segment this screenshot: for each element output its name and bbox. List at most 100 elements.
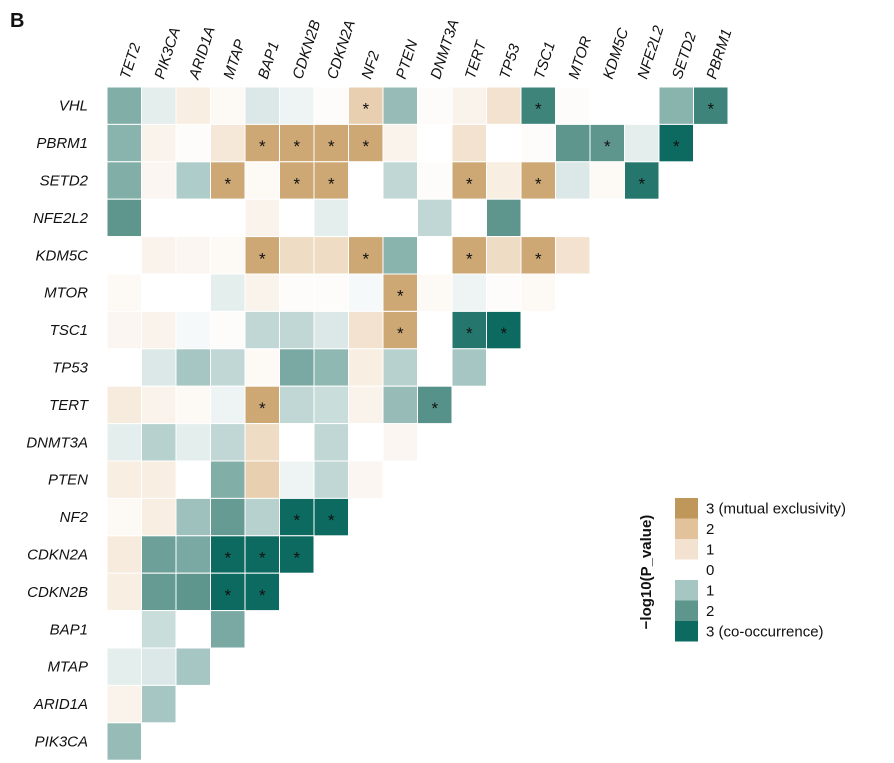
heatmap-cell bbox=[417, 348, 453, 387]
heatmap-cell bbox=[520, 198, 556, 238]
heatmap-cell bbox=[313, 310, 349, 350]
heatmap-cell bbox=[313, 497, 349, 537]
row-label: NF2 bbox=[60, 509, 89, 526]
column-label: CDKN2A bbox=[324, 18, 359, 81]
heatmap-cell bbox=[141, 385, 177, 425]
heatmap-cell bbox=[279, 236, 315, 275]
heatmap-cell bbox=[106, 123, 142, 163]
heatmap-cell bbox=[244, 86, 280, 125]
heatmap-cell bbox=[279, 385, 315, 425]
significance-marker: * bbox=[466, 324, 473, 343]
heatmap-cell bbox=[210, 610, 246, 649]
heatmap-cell bbox=[417, 86, 453, 125]
heatmap-cell bbox=[417, 198, 453, 238]
heatmap-cell bbox=[313, 273, 349, 312]
legend-swatch bbox=[675, 621, 698, 642]
heatmap-cell bbox=[210, 348, 246, 387]
heatmap-cell bbox=[451, 123, 487, 163]
heatmap-cell bbox=[106, 610, 142, 649]
significance-marker: * bbox=[259, 586, 266, 605]
column-label: PIK3CA bbox=[151, 25, 184, 81]
heatmap-cell bbox=[210, 123, 246, 163]
significance-marker: * bbox=[328, 137, 335, 156]
heatmap-cell bbox=[382, 86, 418, 125]
heatmap-cell bbox=[382, 348, 418, 387]
significance-marker: * bbox=[224, 586, 231, 605]
heatmap-cell bbox=[175, 497, 211, 537]
row-label: CDKN2B bbox=[27, 584, 88, 601]
heatmap-cell bbox=[693, 86, 729, 125]
row-label: PIK3CA bbox=[35, 734, 88, 751]
column-label: TERT bbox=[462, 37, 491, 81]
heatmap-cell bbox=[244, 535, 280, 574]
row-label: TSC1 bbox=[50, 322, 88, 339]
significance-marker: * bbox=[328, 511, 335, 530]
significance-marker: * bbox=[604, 137, 611, 156]
heatmap-cell bbox=[417, 310, 453, 350]
row-label: ARID1A bbox=[33, 696, 88, 713]
heatmap-cell bbox=[279, 423, 315, 462]
heatmap-cell bbox=[589, 86, 625, 125]
heatmap-cell bbox=[175, 123, 211, 163]
heatmap-cell bbox=[244, 497, 280, 537]
row-label: VHL bbox=[59, 98, 88, 115]
heatmap-cell bbox=[486, 310, 522, 350]
heatmap-cell bbox=[210, 86, 246, 125]
row-label: NFE2L2 bbox=[33, 210, 89, 227]
heatmap-cell bbox=[106, 497, 142, 537]
heatmap-cell bbox=[555, 236, 591, 275]
heatmap-cell bbox=[279, 310, 315, 350]
significance-marker: * bbox=[535, 100, 542, 119]
heatmap-cell bbox=[589, 161, 625, 200]
column-label: TET2 bbox=[117, 40, 145, 81]
column-label: TSC1 bbox=[531, 40, 559, 82]
heatmap-cell bbox=[313, 123, 349, 163]
heatmap-cell bbox=[417, 161, 453, 200]
heatmap-cell bbox=[451, 273, 487, 312]
significance-marker: * bbox=[500, 324, 507, 343]
heatmap-cell bbox=[244, 348, 280, 387]
legend-label: 1 bbox=[706, 582, 714, 599]
significance-marker: * bbox=[259, 249, 266, 268]
heatmap-cell bbox=[279, 535, 315, 574]
heatmap-cell bbox=[486, 273, 522, 312]
heatmap-cell bbox=[279, 273, 315, 312]
heatmap-cell bbox=[106, 198, 142, 238]
heatmap-cell bbox=[313, 423, 349, 462]
legend-label: 0 bbox=[706, 562, 714, 579]
heatmap-cell bbox=[175, 310, 211, 350]
heatmap-cell bbox=[141, 123, 177, 163]
heatmap-cell bbox=[279, 161, 315, 200]
heatmap-cell bbox=[279, 198, 315, 238]
heatmap-cell bbox=[417, 123, 453, 163]
heatmap-cell bbox=[210, 273, 246, 312]
heatmap-cell bbox=[382, 236, 418, 275]
column-label: DNMT3A bbox=[427, 17, 462, 81]
heatmap-cell bbox=[141, 572, 177, 612]
heatmap-cell bbox=[313, 86, 349, 125]
heatmap-cell bbox=[210, 497, 246, 537]
heatmap-cell bbox=[141, 161, 177, 200]
row-label: CDKN2A bbox=[27, 547, 88, 564]
heatmap-cell bbox=[175, 348, 211, 387]
column-label: NFE2L2 bbox=[634, 23, 667, 81]
heatmap-cell bbox=[417, 385, 453, 425]
significance-marker: * bbox=[328, 175, 335, 194]
heatmap-cell bbox=[624, 86, 660, 125]
column-label: SETD2 bbox=[669, 29, 700, 81]
column-label: KDM5C bbox=[600, 26, 632, 81]
heatmap-cell bbox=[348, 423, 384, 462]
heatmap-cell bbox=[141, 86, 177, 125]
heatmap-cell bbox=[348, 123, 384, 163]
heatmap-cell bbox=[486, 198, 522, 238]
heatmap-cell bbox=[141, 198, 177, 238]
heatmap-cell bbox=[175, 385, 211, 425]
heatmap-cell bbox=[175, 198, 211, 238]
heatmap-cell bbox=[106, 684, 142, 724]
column-label: BAP1 bbox=[255, 40, 283, 82]
column-label: ARID1A bbox=[186, 24, 219, 82]
significance-marker: * bbox=[259, 137, 266, 156]
heatmap-cell bbox=[451, 161, 487, 200]
row-label: KDM5C bbox=[35, 247, 88, 264]
